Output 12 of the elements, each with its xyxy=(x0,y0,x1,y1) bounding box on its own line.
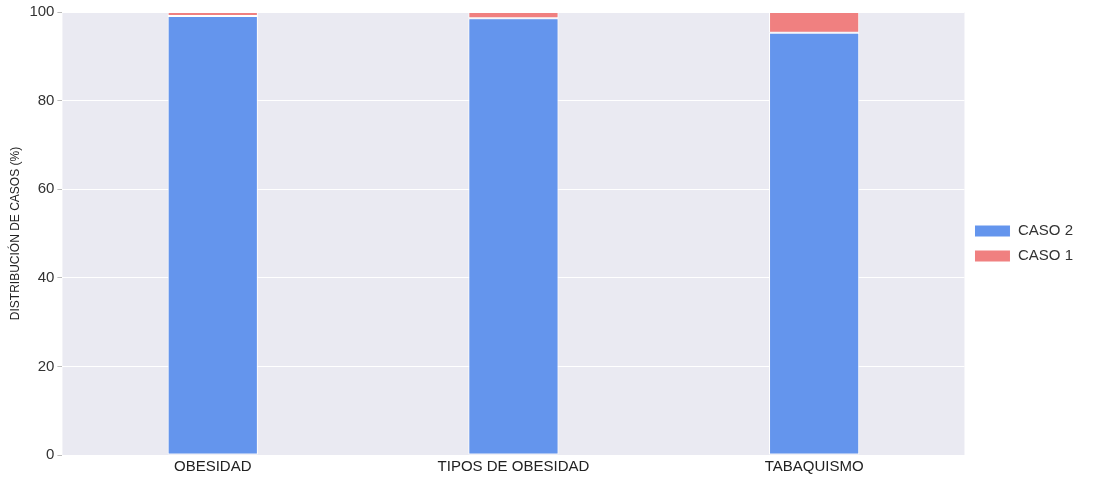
y-tick-label: 80 xyxy=(37,90,55,108)
y-axis-title: DISTRIBUCIÓN DE CASOS (%) xyxy=(6,146,22,321)
y-tick-label: 40 xyxy=(37,267,55,285)
y-tick-label: 0 xyxy=(46,445,55,463)
x-tick-label: OBESIDAD xyxy=(174,457,252,475)
legend-label: CASO 1 xyxy=(1017,246,1074,264)
y-tick-label: 20 xyxy=(37,356,55,374)
y-tick-label: 100 xyxy=(29,2,55,20)
legend-label: CASO 2 xyxy=(1017,221,1074,239)
x-tick-label: TIPOS DE OBESIDAD xyxy=(437,457,590,475)
x-tick-label: TABAQUISMO xyxy=(764,457,864,475)
y-tick-label: 60 xyxy=(37,179,55,197)
